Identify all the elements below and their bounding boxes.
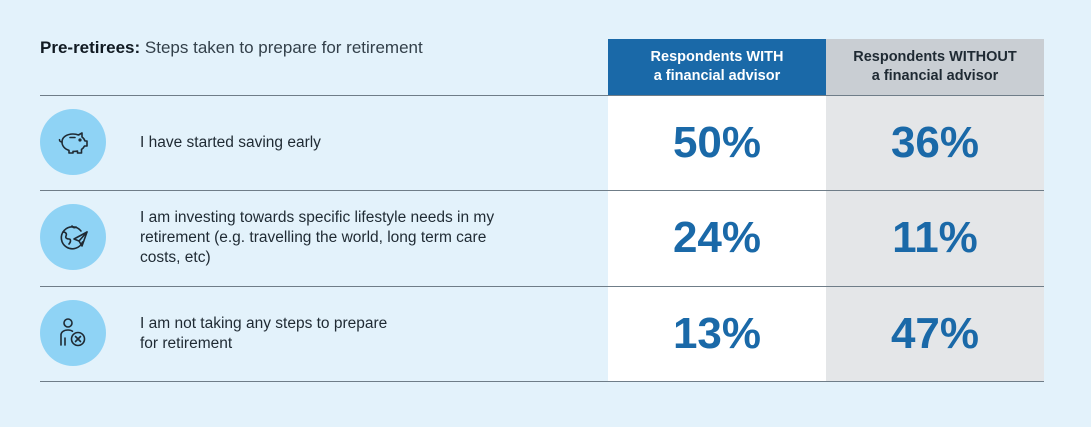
without-advisor-column-bg bbox=[826, 95, 1044, 382]
table-row: I have started saving early 50% 36% bbox=[40, 95, 1044, 190]
table-row: I am investing towards specific lifestyl… bbox=[40, 190, 1044, 285]
with-advisor-column-bg bbox=[608, 95, 826, 382]
with-advisor-value: 13% bbox=[672, 308, 762, 358]
divider-line bbox=[40, 95, 1044, 96]
without-advisor-header: Respondents WITHOUT a financial advisor bbox=[826, 39, 1044, 95]
globe-plane-icon bbox=[40, 204, 106, 270]
row-label: I have started saving early bbox=[140, 133, 321, 151]
without-advisor-value: 47% bbox=[890, 308, 980, 358]
chart-title-rest: Steps taken to prepare for retirement bbox=[140, 38, 423, 57]
without-advisor-value: 11% bbox=[892, 212, 978, 262]
with-advisor-value: 50% bbox=[672, 117, 762, 167]
without-advisor-header-label: Respondents WITHOUT a financial advisor bbox=[853, 49, 1017, 84]
without-advisor-value: 36% bbox=[890, 117, 980, 167]
row-label: I am not taking any steps to prepare for … bbox=[140, 314, 388, 352]
divider-line bbox=[40, 190, 1044, 191]
divider-line bbox=[40, 381, 1044, 382]
with-advisor-value: 24% bbox=[672, 212, 762, 262]
person-x-icon bbox=[40, 300, 106, 366]
row-label: I am investing towards specific lifestyl… bbox=[140, 208, 495, 266]
with-advisor-header: Respondents WITH a financial advisor bbox=[608, 39, 826, 95]
table-row: I am not taking any steps to prepare for … bbox=[40, 286, 1044, 381]
piggy-bank-icon bbox=[40, 109, 106, 175]
divider-line bbox=[40, 286, 1044, 287]
chart-title: Pre-retirees: Steps taken to prepare for… bbox=[40, 38, 423, 58]
chart-title-bold: Pre-retirees: bbox=[40, 38, 141, 57]
with-advisor-header-label: Respondents WITH a financial advisor bbox=[650, 49, 784, 84]
